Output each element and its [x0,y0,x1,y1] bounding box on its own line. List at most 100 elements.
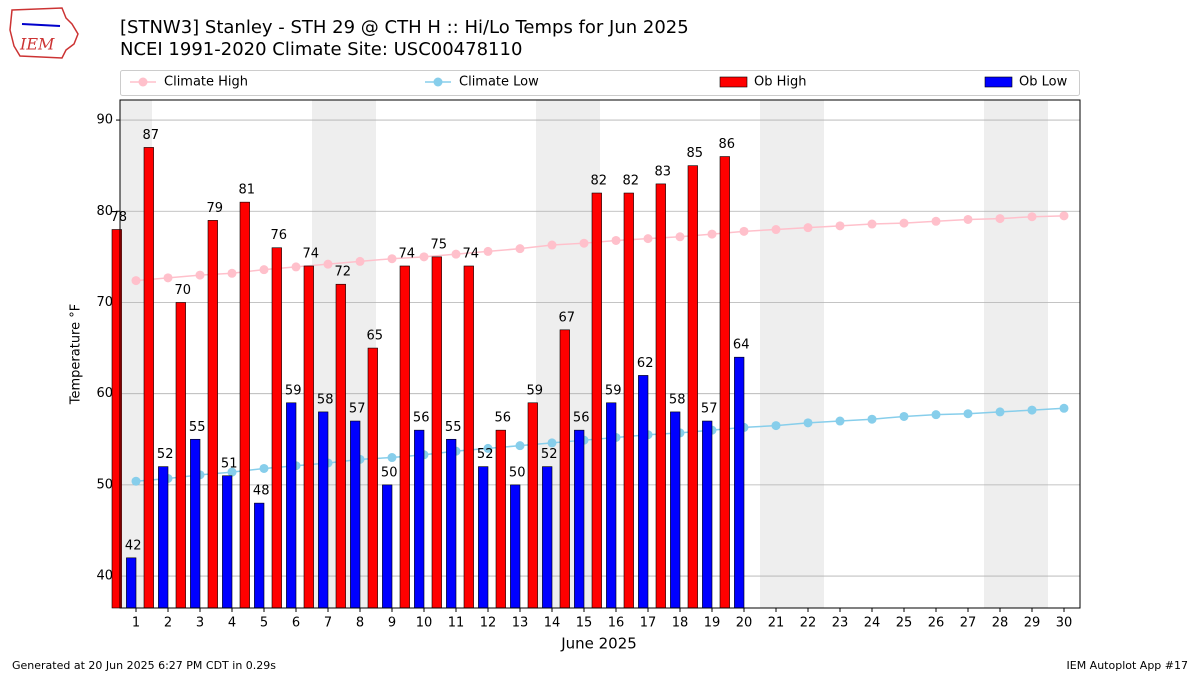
line-marker [515,441,525,451]
data-label: 59 [285,383,302,398]
legend-box [120,70,1080,96]
bar [414,429,425,609]
x-tick-label: 12 [480,616,497,631]
bar [254,502,265,609]
bar [655,183,666,609]
y-tick-label: 90 [96,113,113,128]
bar [158,466,169,609]
line-marker [931,410,941,420]
x-tick-label: 27 [960,616,977,631]
x-tick-label: 2 [164,616,172,631]
y-tick-label: 70 [96,295,113,310]
chart-subtitle: NCEI 1991-2020 Climate Site: USC00478110 [120,39,522,60]
weekend-shade [760,100,792,608]
logo-outline [9,7,79,59]
bar [303,265,314,609]
data-label: 52 [541,447,558,462]
line-marker [579,238,589,248]
bar [623,192,634,609]
data-label: 76 [271,228,288,243]
x-tick-label: 25 [896,616,913,631]
x-tick-label: 28 [992,616,1009,631]
data-label: 85 [687,146,704,161]
line-marker [547,438,557,448]
data-label: 59 [605,383,622,398]
line-marker [771,225,781,235]
logo-line [21,23,61,27]
plot-frame [119,99,1081,609]
data-label: 83 [655,164,672,179]
bar [382,484,393,609]
data-label: 59 [527,383,544,398]
legend-swatch [719,76,748,88]
line-marker [419,252,429,262]
data-label: 86 [719,137,736,152]
line-marker [995,214,1005,224]
x-tick-label: 4 [228,616,236,631]
footer-right: IEM Autoplot App #17 [1067,659,1189,672]
line-marker [867,219,877,229]
line-marker [1027,212,1037,222]
data-label: 75 [431,237,448,252]
data-label: 57 [349,402,366,417]
bar [702,420,713,609]
legend-marker [138,77,148,87]
line-marker [387,453,397,463]
line-marker [483,443,493,453]
line-marker [1059,211,1069,221]
data-label: 48 [253,484,270,499]
legend-label: Ob High [754,75,807,90]
chart-title: [STNW3] Stanley - STH 29 @ CTH H :: Hi/L… [120,17,689,38]
line-marker [675,232,685,242]
bar [239,201,250,609]
data-label: 50 [509,465,526,480]
bar [271,247,282,609]
x-tick-label: 26 [928,616,945,631]
bar [318,411,329,609]
line-marker [227,268,237,278]
line-marker [259,265,269,275]
data-label: 51 [221,456,238,471]
logo: IEM [9,7,79,59]
bar [399,265,410,609]
line-marker [803,223,813,233]
line-marker [963,214,973,224]
line-marker [131,276,141,286]
line-marker [387,254,397,264]
x-axis-label: June 2025 [560,635,637,653]
data-label: 79 [207,201,224,216]
bar [335,283,346,609]
x-tick-label: 8 [356,616,364,631]
line-marker [515,244,525,254]
bar [719,156,730,609]
bar [542,466,553,609]
bar [431,256,442,609]
data-label: 56 [495,411,512,426]
line-marker [899,411,909,421]
data-label: 62 [637,356,654,371]
x-tick-label: 20 [736,616,753,631]
y-tick-label: 40 [96,569,113,584]
x-tick-label: 11 [448,616,465,631]
line-marker [995,407,1005,417]
x-tick-label: 18 [672,616,689,631]
y-axis-label: Temperature °F [69,304,84,405]
bar [143,147,154,609]
legend-label: Ob Low [1019,75,1068,90]
legend-marker [433,77,443,87]
data-label: 74 [303,246,320,261]
data-label: 56 [413,411,430,426]
x-tick-label: 6 [292,616,300,631]
bar [591,192,602,609]
line-marker [1059,403,1069,413]
data-label: 74 [463,246,480,261]
data-label: 58 [669,392,686,407]
data-label: 70 [175,283,192,298]
data-label: 55 [445,420,462,435]
bar [175,302,186,609]
line-marker [803,418,813,428]
line-marker [611,235,621,245]
data-label: 52 [477,447,494,462]
x-tick-label: 16 [608,616,625,631]
x-tick-label: 30 [1056,616,1073,631]
